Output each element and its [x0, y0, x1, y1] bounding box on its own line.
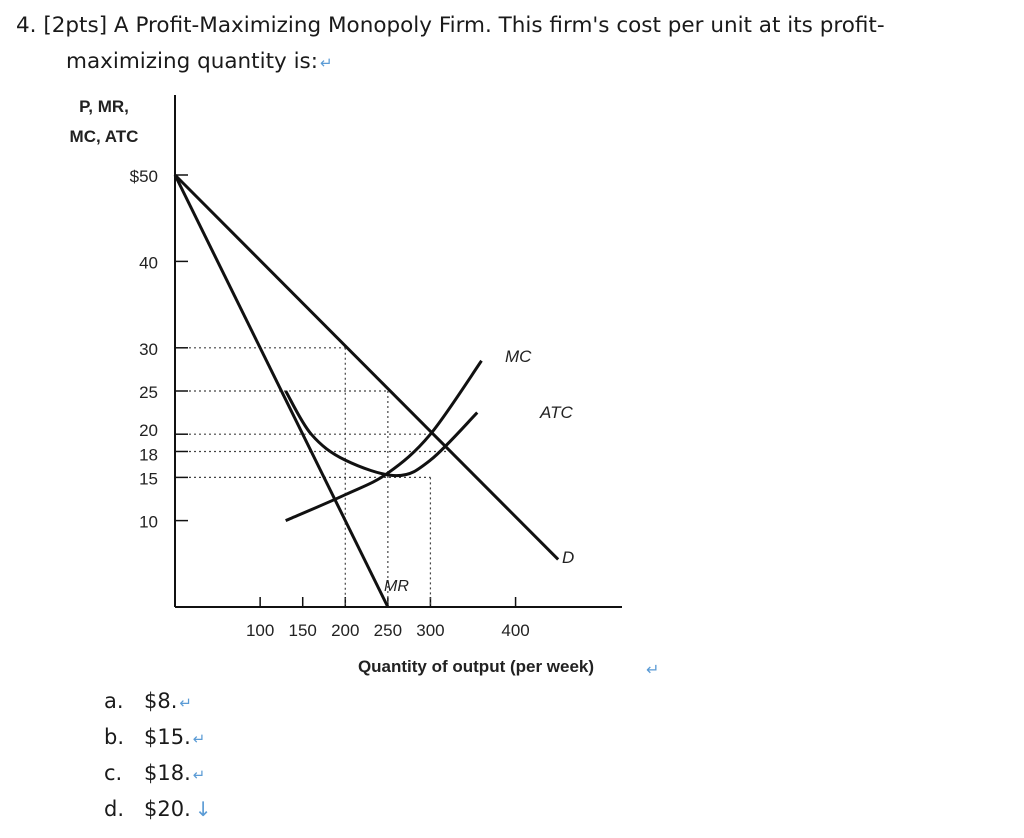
- y-tick-label: 30: [139, 340, 158, 359]
- x-tick-label: 400: [501, 621, 529, 640]
- question-line-2-text: maximizing quantity is:: [66, 49, 318, 74]
- choice-c-letter: c.: [104, 761, 123, 785]
- y-tick-label: 40: [139, 253, 158, 272]
- atc-curve-label: ATC: [539, 403, 573, 422]
- y-tick-label: 10: [139, 513, 158, 532]
- paragraph-mark-icon: ↵: [179, 694, 192, 712]
- paragraph-mark-icon: ↵: [192, 730, 206, 748]
- paragraph-mark-icon: ↵: [646, 660, 660, 679]
- paragraph-mark-icon: ↵: [320, 54, 333, 72]
- choice-a-letter: a.: [104, 689, 124, 713]
- question-line-1-text: 4. [2pts] A Profit-Maximizing Monopoly F…: [16, 13, 885, 38]
- choice-c[interactable]: c. $18. ↵: [104, 756, 212, 792]
- x-tick-label: 200: [331, 621, 359, 640]
- paragraph-mark-icon: ↵: [192, 766, 206, 784]
- answer-choices: a. $8. ↵ b. $15. ↵ c. $18. ↵ d. $20. ↓: [104, 684, 212, 826]
- average-total-cost-curve: [284, 390, 479, 478]
- x-tick-label: 300: [416, 621, 444, 640]
- y-tick-label: 20: [139, 421, 158, 440]
- y-axis-label-line-2: MC, ATC: [70, 127, 139, 146]
- question-text: 4. [2pts] A Profit-Maximizing Monopoly F…: [16, 8, 1006, 81]
- choice-d-text: $20.: [144, 797, 191, 821]
- choice-d[interactable]: d. $20. ↓: [104, 792, 212, 826]
- choice-a[interactable]: a. $8. ↵: [104, 684, 212, 720]
- mr-curve-label: MR: [384, 578, 409, 595]
- question-line-1: 4. [2pts] A Profit-Maximizing Monopoly F…: [16, 8, 1006, 44]
- choice-b-text: $15.: [144, 725, 191, 749]
- question-line-2: maximizing quantity is: ↵: [16, 44, 1006, 81]
- choice-a-text: $8.: [144, 689, 178, 713]
- x-tick-label: 150: [289, 621, 317, 640]
- choice-d-letter: d.: [104, 797, 125, 821]
- down-arrow-icon: ↓: [194, 797, 212, 821]
- marginal-cost-curve: [285, 359, 483, 522]
- y-axis-label-line-1: P, MR,: [79, 97, 129, 116]
- marginal-revenue-curve: [173, 174, 390, 608]
- choice-b[interactable]: b. $15. ↵: [104, 720, 212, 756]
- x-axis-label: Quantity of output (per week): [358, 657, 594, 676]
- choice-c-text: $18.: [144, 761, 191, 785]
- y-tick-label: 25: [139, 383, 158, 402]
- y-tick-label: $50: [130, 167, 158, 186]
- mc-curve-label: MC: [505, 347, 532, 366]
- y-tick-label: 15: [139, 469, 158, 488]
- x-tick-label: 250: [374, 621, 402, 640]
- y-tick-label: 18: [139, 445, 158, 464]
- x-tick-label: 100: [246, 621, 274, 640]
- choice-b-letter: b.: [104, 725, 125, 749]
- demand-curve: [173, 173, 560, 561]
- demand-curve-label: D: [562, 548, 574, 567]
